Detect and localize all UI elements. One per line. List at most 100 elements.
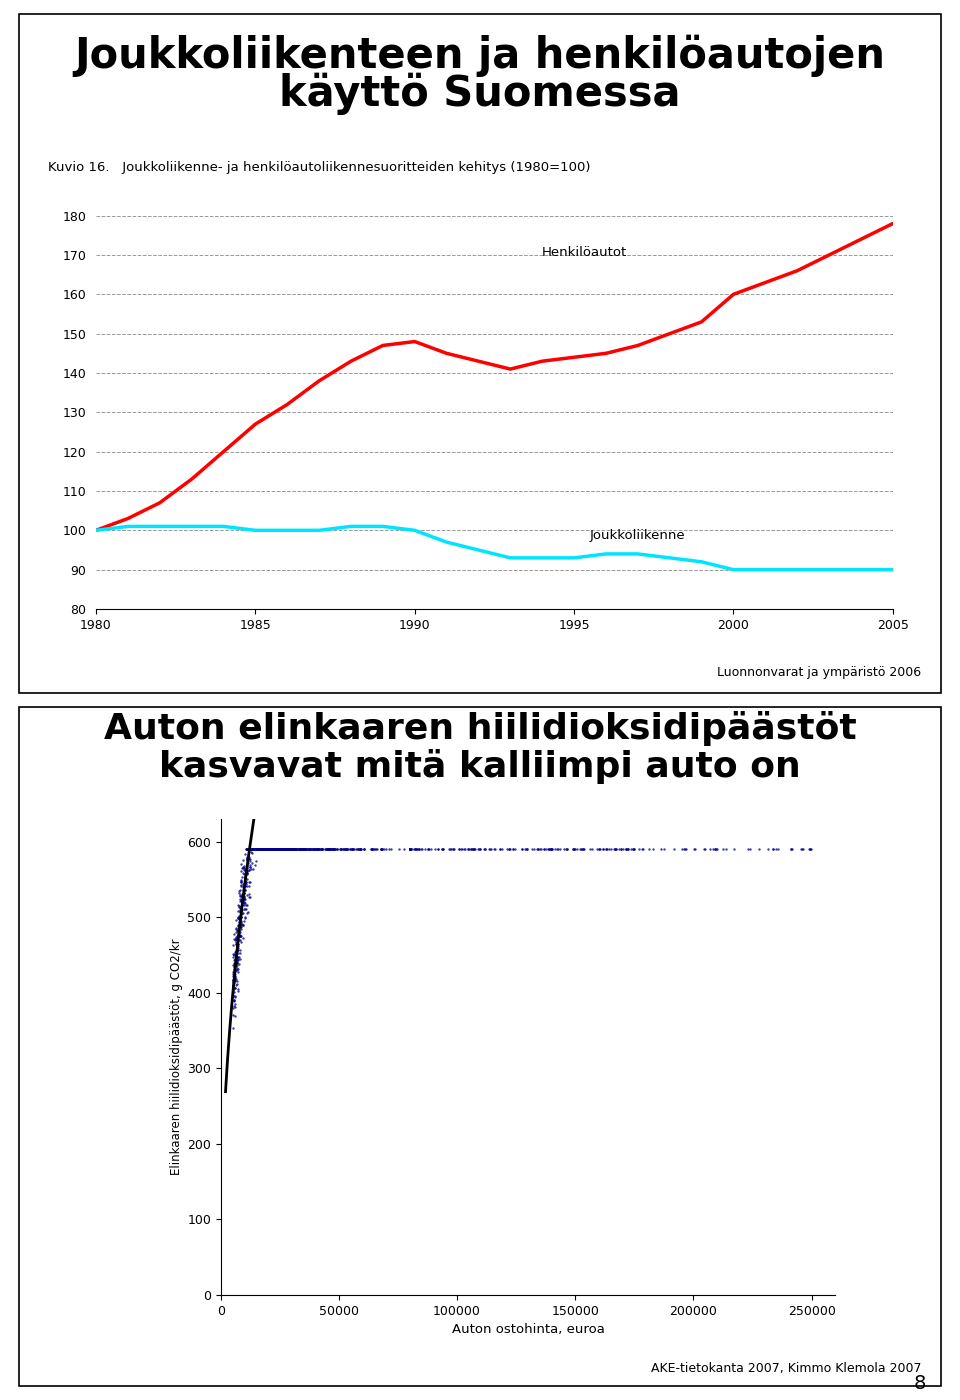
Point [229, 958, 245, 980]
Point [238, 839, 253, 861]
Point [239, 860, 254, 882]
Point [228, 955, 243, 977]
Point [591, 839, 607, 861]
Point [268, 839, 283, 861]
Point [407, 839, 422, 861]
Point [232, 914, 248, 937]
Point [574, 839, 589, 861]
Point [530, 839, 545, 861]
Point [619, 839, 635, 861]
Point [407, 839, 422, 861]
Point [248, 839, 263, 861]
Point [256, 839, 272, 861]
Point [260, 839, 276, 861]
Point [466, 839, 481, 861]
Point [352, 839, 368, 861]
Point [297, 839, 312, 861]
Point [550, 839, 565, 861]
Point [376, 839, 392, 861]
Point [589, 839, 605, 861]
Point [312, 839, 327, 861]
Point [258, 839, 274, 861]
Point [247, 839, 262, 861]
Point [228, 909, 244, 931]
Point [303, 839, 319, 861]
Point [227, 976, 242, 998]
Point [258, 839, 274, 861]
Point [258, 839, 274, 861]
Point [333, 839, 348, 861]
Point [248, 839, 263, 861]
Point [304, 839, 320, 861]
Point [248, 839, 263, 861]
Point [236, 897, 252, 920]
Point [230, 937, 246, 959]
Point [236, 890, 252, 913]
Point [325, 839, 341, 861]
Point [269, 839, 284, 861]
Point [232, 942, 248, 965]
Point [795, 839, 810, 861]
Point [259, 839, 275, 861]
Point [256, 839, 272, 861]
Point [231, 911, 247, 934]
Point [342, 839, 357, 861]
Point [368, 839, 383, 861]
Point [708, 839, 724, 861]
Point [282, 839, 298, 861]
Point [259, 839, 275, 861]
Point [239, 893, 254, 916]
Point [247, 839, 262, 861]
Point [321, 839, 336, 861]
Point [239, 847, 254, 869]
Point [310, 839, 325, 861]
Point [229, 935, 245, 958]
Point [283, 839, 299, 861]
Point [541, 839, 557, 861]
Point [293, 839, 308, 861]
Point [240, 839, 255, 861]
Point [443, 839, 458, 861]
Point [297, 839, 312, 861]
Point [231, 928, 247, 951]
Point [228, 917, 244, 939]
Point [603, 839, 618, 861]
Point [530, 839, 545, 861]
Point [321, 839, 336, 861]
Point [272, 839, 287, 861]
Point [338, 839, 353, 861]
Point [268, 839, 283, 861]
Point [228, 977, 243, 1000]
Point [272, 839, 287, 861]
Point [253, 839, 269, 861]
Point [253, 839, 269, 861]
Point [251, 839, 266, 861]
Point [264, 839, 279, 861]
Point [300, 839, 316, 861]
Point [248, 839, 263, 861]
Point [233, 869, 249, 892]
Point [502, 839, 517, 861]
Point [250, 839, 265, 861]
Point [324, 839, 339, 861]
Point [230, 907, 246, 930]
Point [254, 839, 270, 861]
Point [242, 871, 257, 893]
Point [716, 839, 732, 861]
Point [783, 839, 799, 861]
Point [326, 839, 342, 861]
Point [327, 839, 343, 861]
Point [257, 839, 273, 861]
Point [241, 886, 256, 909]
Point [305, 839, 321, 861]
Point [345, 839, 360, 861]
Point [265, 839, 280, 861]
Point [276, 839, 291, 861]
Point [249, 839, 264, 861]
Point [345, 839, 360, 861]
Point [242, 839, 257, 861]
Point [708, 839, 723, 861]
Point [677, 839, 692, 861]
Point [233, 871, 249, 893]
Point [374, 839, 390, 861]
